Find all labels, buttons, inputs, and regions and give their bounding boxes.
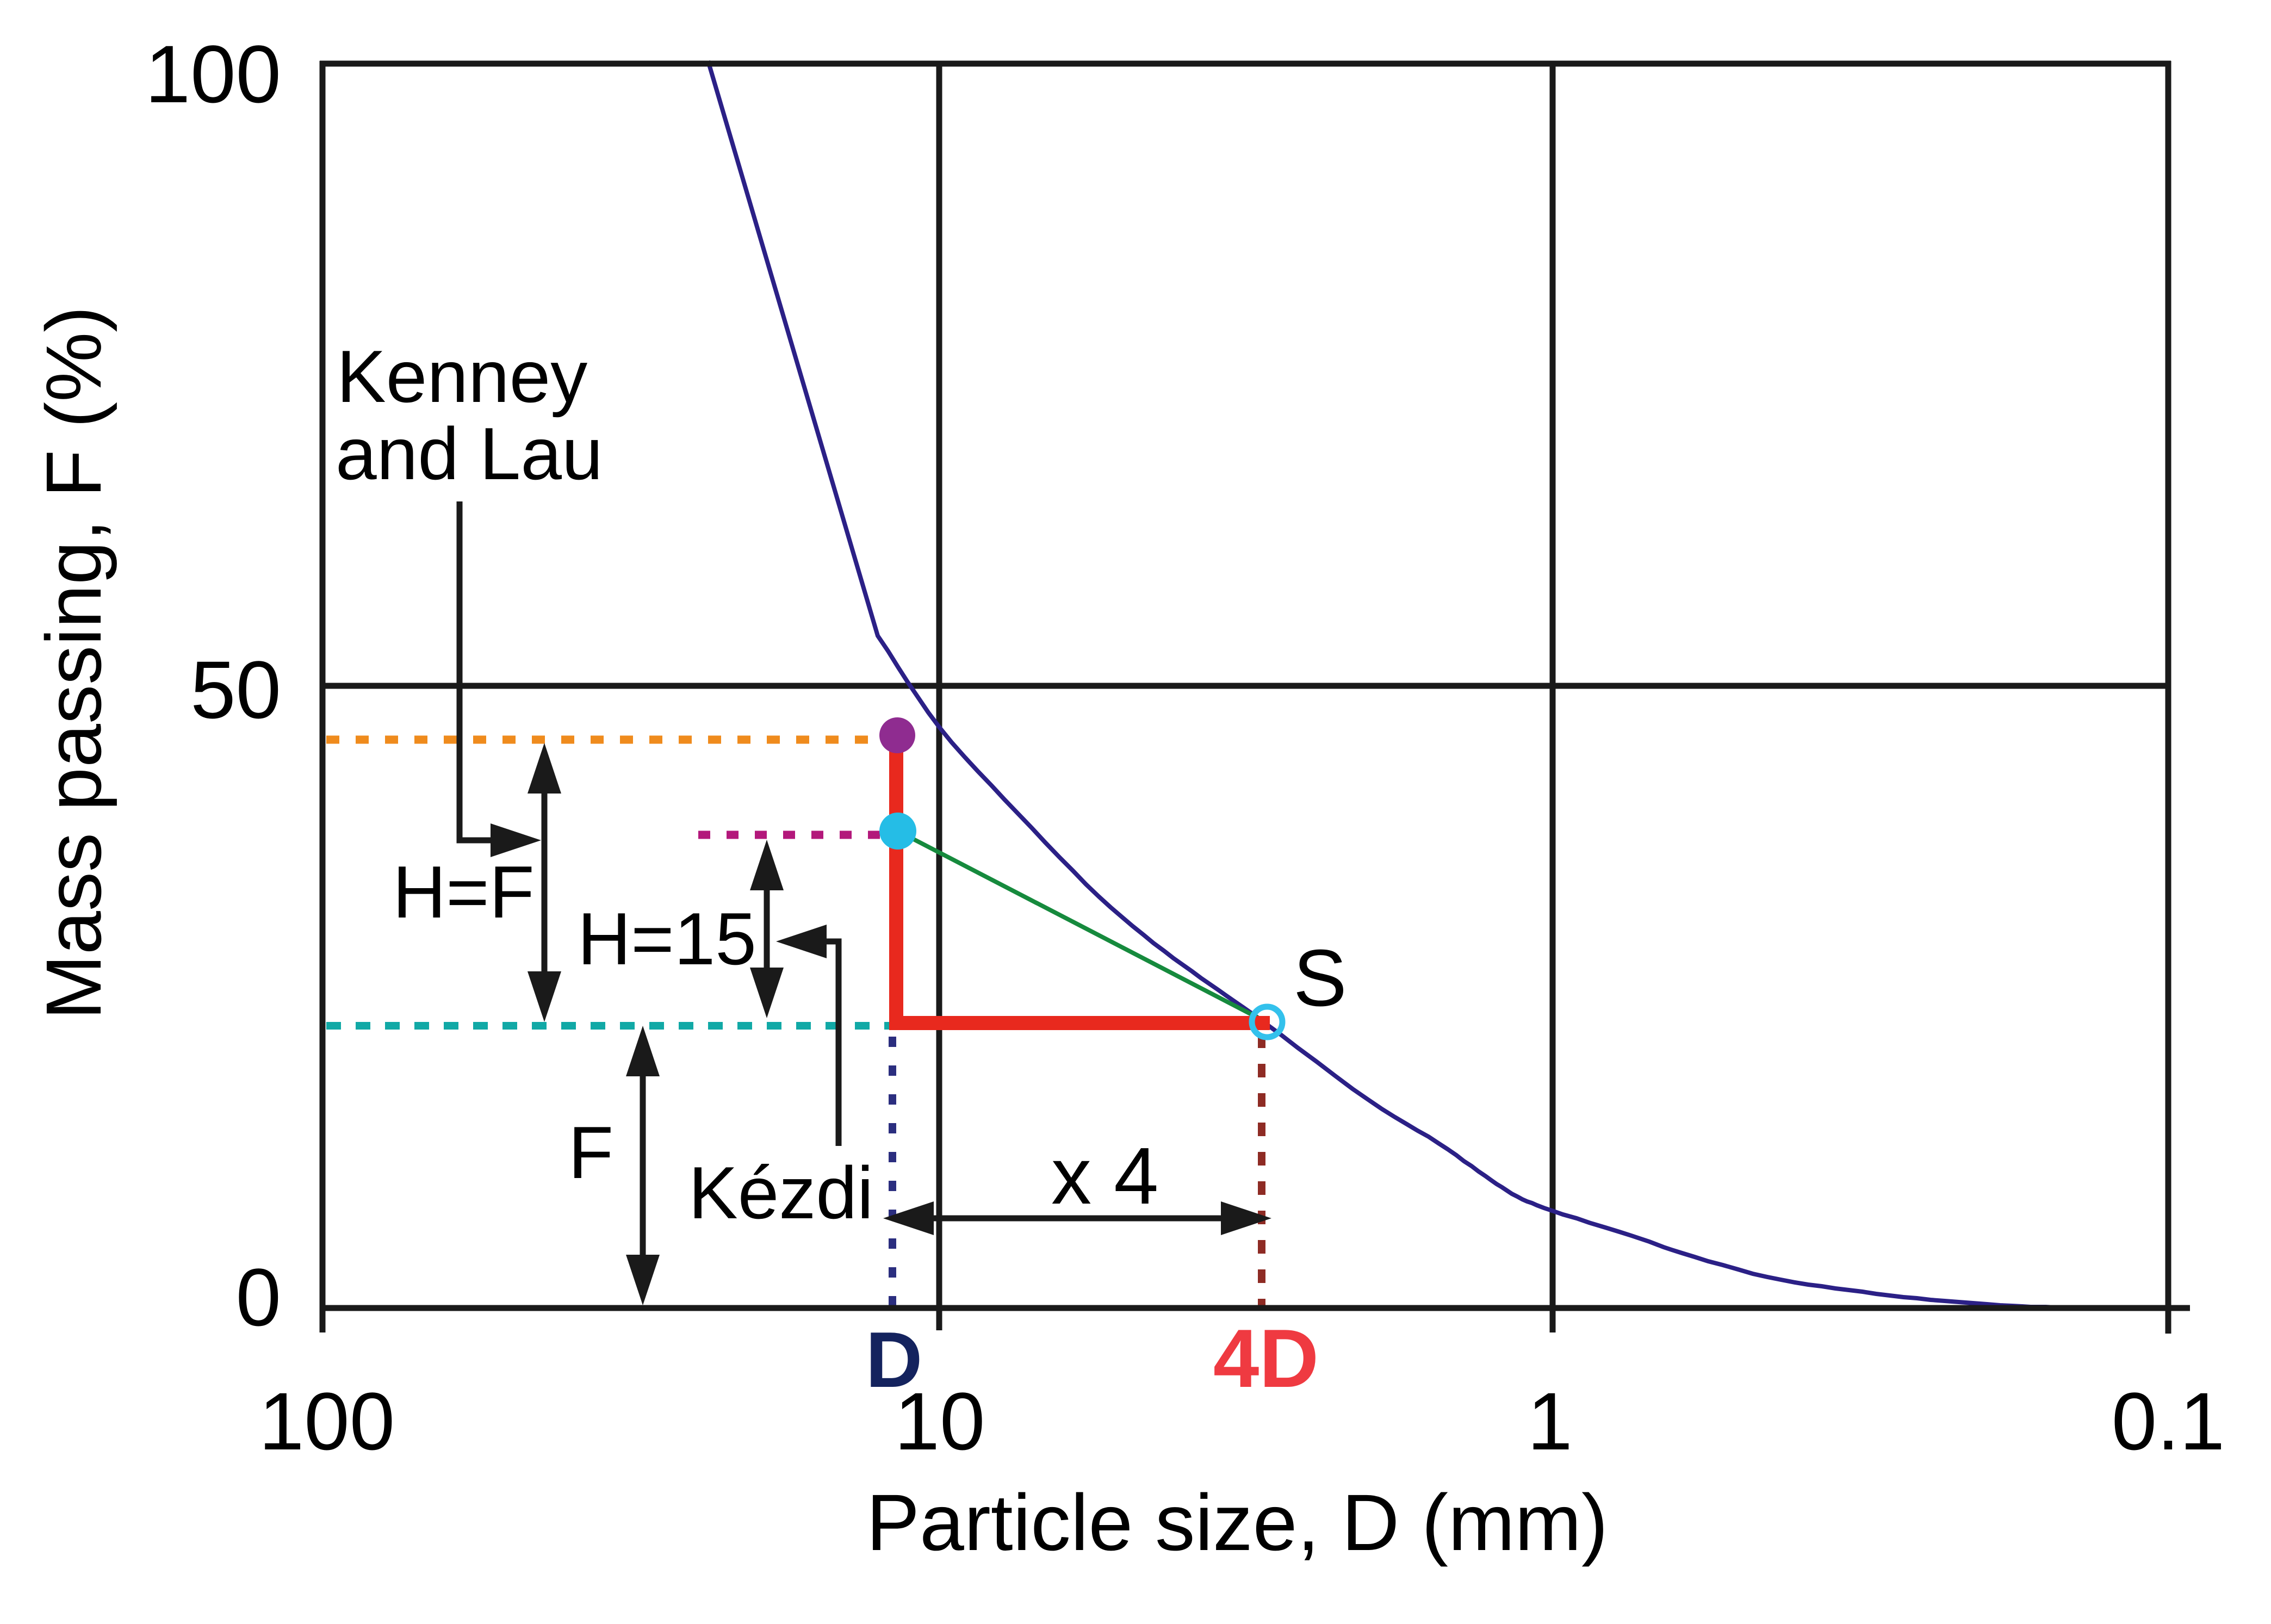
svg-text:10: 10 (895, 1375, 985, 1467)
svg-text:F: F (568, 1111, 613, 1194)
svg-text:H=F: H=F (393, 851, 535, 933)
svg-text:100: 100 (145, 28, 281, 120)
svg-text:Particle size, D (mm): Particle size, D (mm) (866, 1478, 1608, 1567)
svg-text:1: 1 (1527, 1375, 1572, 1467)
svg-text:0: 0 (236, 1251, 281, 1343)
svg-text:H=15: H=15 (578, 897, 756, 980)
svg-text:and Lau: and Lau (336, 412, 603, 495)
svg-text:Mass passing, F (%): Mass passing, F (%) (30, 306, 117, 1020)
svg-text:50: 50 (190, 644, 281, 735)
svg-text:4D: 4D (1213, 1312, 1319, 1405)
svg-text:0.1: 0.1 (2112, 1375, 2225, 1467)
svg-text:100: 100 (259, 1375, 395, 1467)
svg-text:S: S (1293, 933, 1347, 1023)
svg-text:x 4: x 4 (1051, 1131, 1158, 1221)
svg-text:Kézdi: Kézdi (688, 1151, 873, 1234)
svg-text:Kenney: Kenney (337, 335, 587, 418)
svg-text:D: D (866, 1316, 923, 1404)
